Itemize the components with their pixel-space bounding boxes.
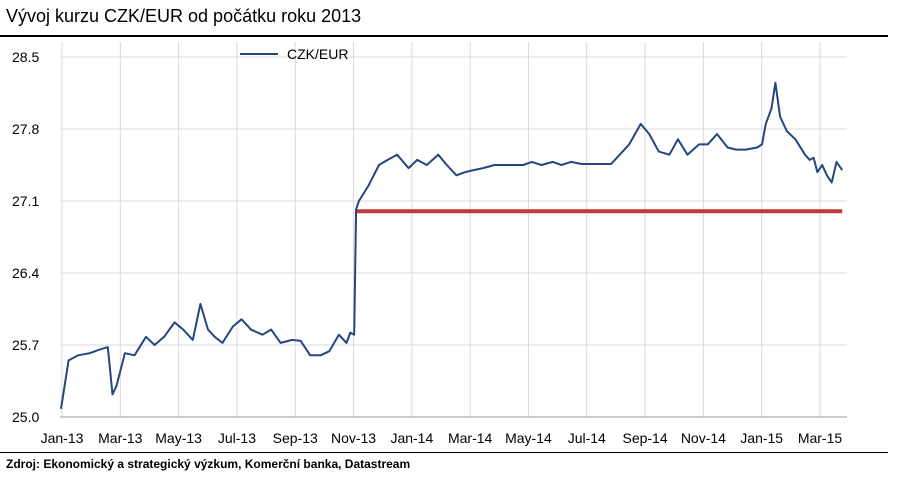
x-tick-label: Nov-13 — [331, 430, 376, 446]
x-tick-label: Jan-14 — [390, 430, 433, 446]
x-tick-label: Sep-13 — [273, 430, 318, 446]
x-axis-ticks: Jan-13 Mar-13 May-13 Jul-13 Sep-13 Nov-13 Jan-… — [41, 430, 843, 446]
y-tick-label: 28.5 — [12, 49, 39, 65]
top-rule — [0, 35, 888, 37]
x-tick-label: Mar-13 — [98, 430, 143, 446]
x-tick-label: Nov-14 — [681, 430, 726, 446]
y-tick-label: 26.4 — [12, 265, 39, 281]
x-tick-label: May-14 — [505, 430, 552, 446]
y-tick-label: 27.8 — [12, 121, 39, 137]
x-tick-label: Jan-15 — [740, 430, 783, 446]
y-axis-ticks: 28.5 27.8 27.1 26.4 25.7 25.0 — [12, 49, 39, 425]
x-tick-label: Jan-13 — [41, 430, 84, 446]
gridlines — [60, 42, 847, 417]
x-tick-label: Jul-14 — [568, 430, 606, 446]
series-line-czk-eur — [60, 81, 844, 409]
series-group — [60, 81, 844, 409]
legend-label: CZK/EUR — [287, 46, 348, 62]
chart-title: Vývoj kurzu CZK/EUR od počátku roku 2013 — [6, 6, 362, 26]
x-tick-label: Mar-14 — [448, 430, 493, 446]
x-tick-label: Mar-15 — [798, 430, 843, 446]
source-note: Zdroj: Ekonomický a strategický výzkum, … — [6, 457, 411, 471]
y-tick-label: 25.7 — [12, 337, 39, 353]
bottom-rule — [0, 452, 888, 453]
legend: CZK/EUR — [240, 46, 348, 62]
x-tick-label: Jul-13 — [218, 430, 256, 446]
x-tick-label: Sep-14 — [622, 430, 667, 446]
x-tick-label: May-13 — [155, 430, 202, 446]
y-tick-label: 25.0 — [12, 409, 39, 425]
y-tick-label: 27.1 — [12, 193, 39, 209]
